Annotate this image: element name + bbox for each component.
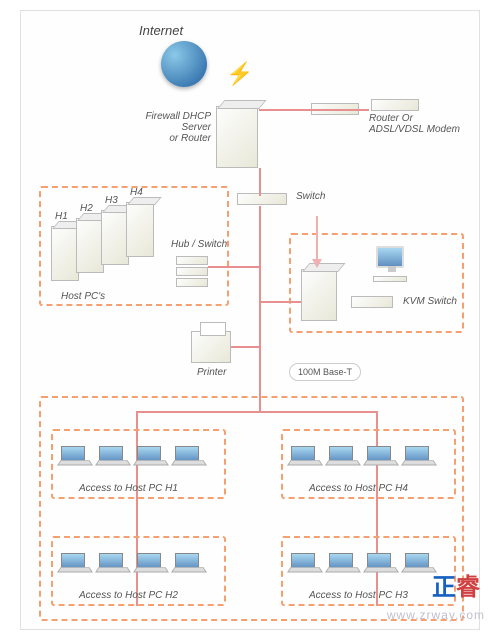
kvm-keyboard — [373, 276, 407, 282]
internet-label: Internet — [139, 23, 183, 38]
access-h2-label: Access to Host PC H2 — [79, 590, 178, 601]
laptop-icon — [61, 553, 85, 569]
host-tower-h3 — [101, 210, 129, 265]
watermark-prefix: 正 — [432, 574, 456, 601]
laptop-icon — [291, 553, 315, 569]
conn-line-to-printer — [231, 346, 261, 348]
conn-bus-v-main — [259, 396, 261, 411]
switch-device — [237, 193, 287, 205]
laptop-icon — [405, 553, 429, 569]
firewall-server — [216, 106, 258, 168]
laptop-icon — [291, 446, 315, 462]
switch-label: Switch — [296, 191, 325, 202]
access-h4-label: Access to Host PC H4 — [309, 483, 408, 494]
laptop-icon — [99, 446, 123, 462]
kvm-switch-box — [351, 296, 393, 308]
access-h1-label: Access to Host PC H1 — [79, 483, 178, 494]
laptop-icon — [329, 446, 353, 462]
conn-line-to-kvm — [259, 301, 301, 303]
conn-line-to-hub — [208, 266, 260, 268]
conn-line-to-modem — [259, 109, 369, 111]
laptop-icon — [175, 553, 199, 569]
laptop-icon — [405, 446, 429, 462]
host-tower-h2 — [76, 218, 104, 273]
speed-callout: 100M Base-T — [289, 363, 361, 381]
kvm-switch-label: KVM Switch — [403, 296, 457, 307]
host-pcs-label: Host PC's — [61, 291, 105, 302]
conn-bus-h — [136, 411, 376, 413]
laptop-icon — [61, 446, 85, 462]
h2-label: H2 — [80, 203, 93, 214]
modem-device — [371, 99, 419, 111]
laptop-icon — [99, 553, 123, 569]
globe-icon — [161, 41, 207, 87]
laptop-icon — [367, 446, 391, 462]
laptop-icon — [329, 553, 353, 569]
network-diagram: Internet ⚡ Firewall DHCP Server or Route… — [20, 10, 480, 630]
laptop-icon — [137, 553, 161, 569]
conn-line-v1 — [259, 168, 261, 196]
lightning-icon: ⚡ — [226, 61, 253, 87]
hub-stack — [176, 256, 208, 289]
kvm-server — [301, 269, 337, 321]
router-modem-label: Router Or ADSL/VDSL Modem — [369, 113, 460, 135]
arrow-down-icon — [312, 259, 322, 268]
watermark-logo: 正睿 — [432, 567, 480, 602]
kvm-monitor — [376, 246, 404, 268]
printer-label: Printer — [197, 367, 226, 378]
watermark-suffix: 睿 — [456, 574, 480, 601]
access-h3-label: Access to Host PC H3 — [309, 590, 408, 601]
laptop-icon — [367, 553, 391, 569]
h3-label: H3 — [105, 195, 118, 206]
printer-device — [191, 331, 231, 363]
h4-label: H4 — [130, 187, 143, 198]
laptop-icon — [175, 446, 199, 462]
hub-switch-label: Hub / Switch — [171, 239, 227, 250]
h1-label: H1 — [55, 211, 68, 222]
watermark-url: www.zrway.com — [387, 608, 485, 622]
laptop-icon — [137, 446, 161, 462]
arrow-line — [316, 216, 318, 261]
host-tower-h1 — [51, 226, 79, 281]
host-tower-h4 — [126, 202, 154, 257]
firewall-label: Firewall DHCP Server or Router — [126, 111, 211, 144]
